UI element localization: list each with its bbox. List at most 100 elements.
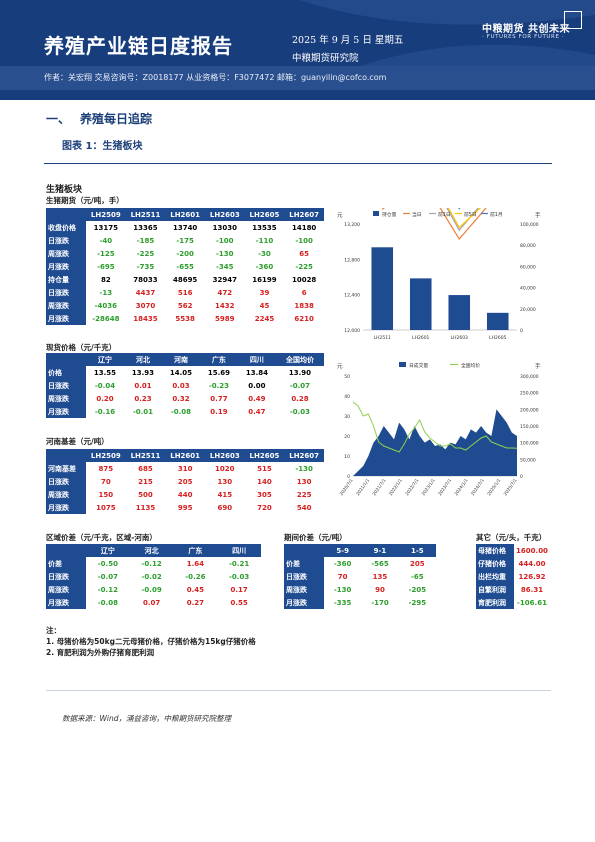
y-tick-label: 40	[344, 394, 350, 400]
column-header: 辽宁	[86, 544, 130, 557]
table-row: 月涨跌 -0.16 -0.01 -0.08 0.19 0.47 -0.03	[46, 405, 324, 418]
row-label: 周涨跌	[46, 247, 86, 260]
table-row: 日涨跌 -0.07 -0.02 -0.26 -0.03	[46, 570, 261, 583]
column-header: LH2511	[125, 208, 166, 221]
table-cell: 65	[299, 249, 310, 258]
y2-tick-label: 150,000	[520, 424, 539, 430]
column-header: LH2603	[204, 449, 245, 462]
table-cell: 5989	[215, 314, 235, 323]
table-cell: 32947	[212, 275, 237, 284]
y2-tick-label: 40,000	[520, 286, 536, 292]
row-label: 周涨跌	[46, 299, 86, 312]
row-label: 仔猪价格	[476, 557, 514, 570]
table-cell: -110	[255, 236, 274, 245]
table-cell: 0.03	[172, 381, 190, 390]
legend-label: 前1日	[438, 211, 451, 218]
basis-subtitle: 河南基差（元/吨）	[46, 437, 109, 446]
table-cell: 14.05	[169, 368, 193, 377]
table-cell: 70	[337, 572, 348, 581]
table-cell: 205	[177, 477, 193, 486]
table-cell: 0.49	[248, 394, 266, 403]
table-cell: -225	[295, 262, 313, 271]
table-cell: 0.45	[186, 585, 205, 594]
table-cell: -335	[333, 598, 352, 607]
y2-tick-label: 300,000	[520, 374, 539, 380]
table-row: 周涨跌 -0.12 -0.09 0.45 0.17	[46, 583, 261, 596]
table-cell: 2245	[254, 314, 275, 323]
row-label: 价差	[46, 557, 86, 570]
table-cell: -4036	[94, 301, 118, 310]
table-cell: 90	[375, 585, 385, 594]
table-row: 日涨跌 70 215 205 130 140 130	[46, 475, 324, 488]
table-cell: 305	[257, 490, 272, 499]
report-title: 养殖产业链日度报告	[44, 34, 233, 58]
table-cell: 0.28	[291, 394, 309, 403]
series-line	[447, 208, 482, 229]
table-cell: 540	[296, 503, 312, 512]
table-cell: 45	[259, 301, 270, 310]
table-row: 持仓量 82 78033 48695 32947 16199 10028	[46, 273, 324, 286]
table-cell: 472	[217, 288, 233, 297]
table-cell: 13.90	[288, 368, 312, 377]
row-label: 育肥利润	[476, 596, 514, 609]
table-row: 育肥利润 -106.61	[476, 596, 550, 609]
table-cell: 78033	[133, 275, 158, 284]
y-tick-label: 12,800	[344, 257, 360, 263]
table-cell: 48695	[172, 275, 198, 284]
table-row: 周涨跌 -130 90 -205	[284, 583, 436, 596]
table-cell: 82	[100, 275, 111, 284]
header-wave-graphic	[300, 0, 595, 66]
table-row: 周涨跌 0.20 0.23 0.32 0.77 0.49 0.28	[46, 392, 324, 405]
table-row: 月涨跌 1075 1135 995 690 720 540	[46, 501, 324, 514]
spread-table: 5-9 9-1 1-5 价差 -360 -565 205 日涨跌 70 135 -65 周涨跌 -130…	[284, 544, 436, 609]
figure-title: 图表 1：生猪板块	[62, 141, 143, 152]
y-tick-label: 10	[344, 454, 350, 460]
column-header: LH2607	[284, 208, 324, 221]
y-axis-label: 元	[337, 363, 343, 370]
table-row: 日涨跌 -0.04 0.01 0.03 -0.23 0.00 -0.07	[46, 379, 324, 392]
column-header: 广东	[199, 353, 238, 366]
table-cell: 13740	[172, 223, 198, 232]
table-cell: -0.03	[229, 572, 250, 581]
other-subtitle: 其它（元/头，千克）	[476, 533, 547, 542]
header-corner	[46, 449, 86, 462]
table-cell: -0.16	[94, 407, 116, 416]
divider	[44, 163, 552, 164]
row-label: 月涨跌	[46, 596, 86, 609]
x-tick-label: 2022/7/1	[404, 477, 420, 496]
y-tick-label: 50	[344, 374, 350, 380]
column-header: 广东	[173, 544, 218, 557]
y2-tick-label: 0	[520, 328, 523, 334]
column-header: LH2511	[125, 449, 166, 462]
table-cell: 515	[257, 464, 272, 473]
spot-subtitle: 现货价格（元/千克）	[46, 343, 117, 352]
table-cell: -0.23	[208, 381, 230, 390]
table-cell: 4437	[135, 288, 156, 297]
table-row: 日涨跌 -40 -185 -175 -100 -110 -100	[46, 234, 324, 247]
column-header: LH2601	[165, 449, 205, 462]
row-label: 日涨跌	[46, 570, 86, 583]
column-header: 9-1	[361, 544, 399, 557]
row-label: 月涨跌	[46, 312, 86, 325]
table-row: 月涨跌 -0.08 0.07 0.27 0.55	[46, 596, 261, 609]
table-cell: 1432	[215, 301, 235, 310]
note-line: 1. 母猪价格为50kg二元母猪价格，仔猪价格为15kg仔猪价格	[46, 637, 256, 646]
table-cell: -0.50	[97, 559, 118, 568]
row-label: 日涨跌	[284, 570, 324, 583]
table-cell: -30	[258, 249, 271, 258]
logo-tagline: · FUTURES FOR FUTURE ·	[482, 34, 565, 40]
column-header: 5-9	[324, 544, 362, 557]
table-cell: 13535	[252, 223, 277, 232]
data-source: 数据来源：Wind，涌益咨询，中粮期货研究院整理	[62, 714, 232, 723]
column-header: LH2601	[165, 208, 205, 221]
row-label: 收盘价格	[46, 221, 86, 234]
table-cell: 1135	[135, 503, 156, 512]
table-cell: 150	[98, 490, 114, 499]
row-label: 价格	[46, 366, 86, 379]
table-cell: -106.61	[517, 598, 547, 607]
column-header: 河北	[129, 544, 174, 557]
table-cell: -170	[371, 598, 389, 607]
x-tick-label: 2020/7/1	[339, 477, 355, 496]
x-tick-label: LH2511	[374, 335, 391, 341]
table-row: 月涨跌 -695 -735 -655 -345 -360 -225	[46, 260, 324, 273]
